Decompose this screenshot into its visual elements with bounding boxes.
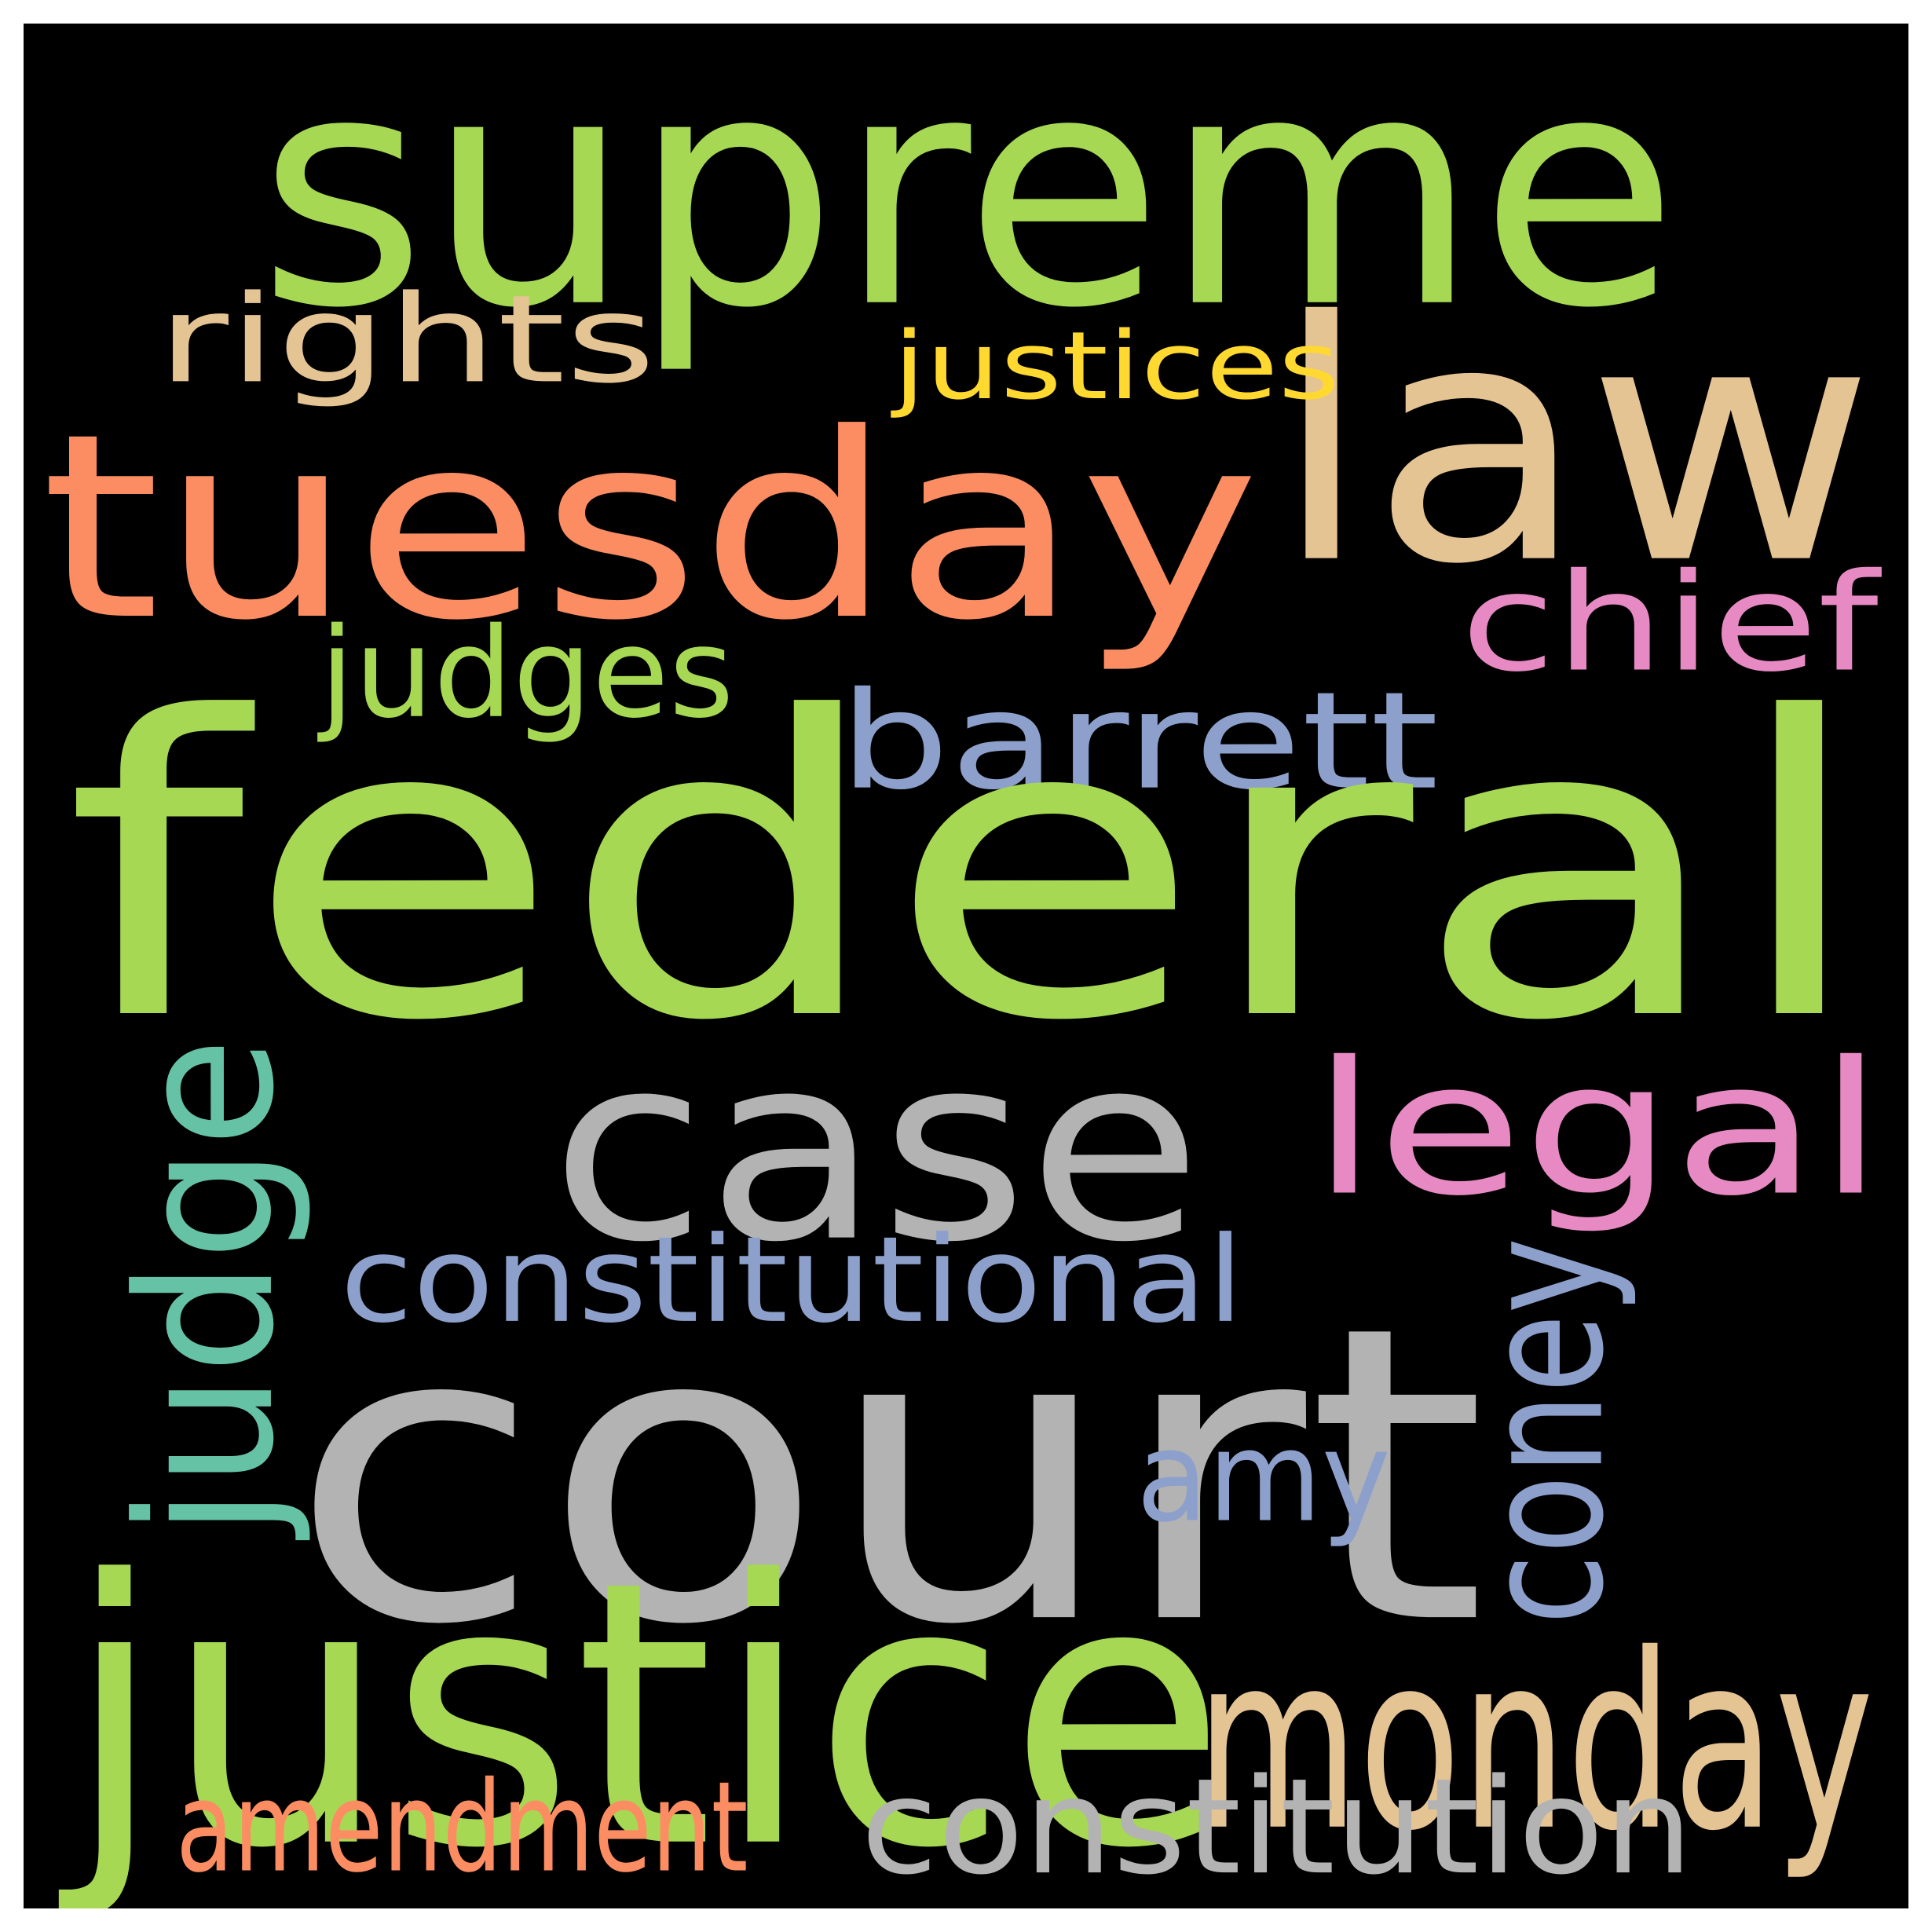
word-supreme: supreme — [258, 24, 1679, 379]
word-rights: rights — [157, 269, 657, 411]
word-legal: legal — [1312, 1021, 1884, 1237]
word-chief: chief — [1461, 543, 1879, 702]
word-cloud-canvas: supreme law rights justices tuesday chie… — [24, 24, 1908, 1908]
word-constitutional: constitutional — [340, 1210, 1244, 1350]
word-coney: coney — [1448, 1237, 1641, 1625]
word-tuesday: tuesday — [41, 378, 1261, 677]
word-constitution: constitution — [861, 1749, 1693, 1905]
word-amendment: amendment — [176, 1754, 748, 1901]
word-court: court — [289, 1239, 1487, 1715]
word-monday: monday — [1196, 1601, 1874, 1885]
word-amy: amy — [1136, 1403, 1391, 1550]
word-law: law — [1272, 251, 1875, 638]
word-barrett: barrett — [839, 662, 1439, 820]
word-judge: judge — [97, 1037, 317, 1537]
word-justice: justice — [65, 1502, 1227, 1908]
word-case: case — [551, 998, 1202, 1300]
word-judges: judges — [320, 600, 734, 746]
word-federal: federal — [64, 629, 1871, 1112]
word-justices: justices — [893, 311, 1340, 421]
